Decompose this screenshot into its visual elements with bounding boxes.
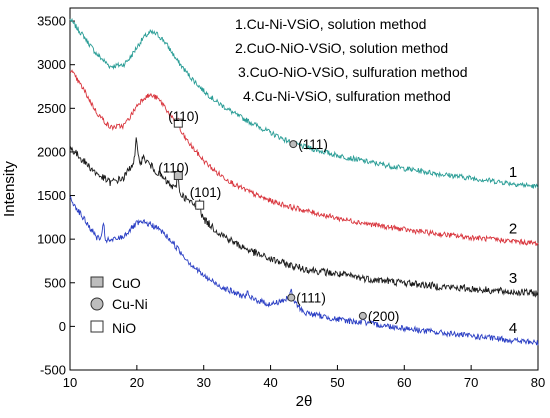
cu-ni-peak-marker (358, 311, 367, 320)
series-line-4 (69, 195, 539, 346)
x-tick-label: 50 (330, 375, 344, 390)
cu-ni-marker-icon (90, 297, 104, 311)
series-number-label: 4 (509, 320, 517, 337)
peak-label: (110) (158, 160, 189, 175)
x-axis-title: 2θ (296, 393, 313, 410)
series-legend: 1.Cu-Ni-VSiO, solution method 2.CuO-NiO-… (235, 16, 468, 104)
y-tick-label: 0 (59, 319, 66, 334)
peak-label: (110) (168, 109, 199, 124)
nio-peak-marker (173, 118, 183, 128)
cuo-peak-marker (173, 170, 183, 180)
y-tick-label: 1500 (37, 188, 66, 203)
peak-label: (101) (190, 185, 222, 200)
x-axis: 10 20 30 40 50 60 70 80 (63, 365, 545, 390)
series-line-2 (69, 69, 539, 246)
y-axis-title: Intensity (1, 161, 18, 217)
marker-legend-label-cuo: CuO (112, 275, 141, 291)
legend-entry-4: 4.Cu-Ni-VSiO, sulfuration method (243, 88, 451, 104)
peak-label: (111) (298, 137, 328, 152)
marker-legend-label-nio: NiO (112, 320, 136, 336)
series-line-1 (69, 17, 539, 189)
series-number-label: 2 (509, 221, 517, 238)
x-tick-label: 20 (130, 375, 144, 390)
x-tick-label: 10 (63, 375, 77, 390)
series-number-label: 3 (509, 270, 517, 287)
legend-entry-1: 1.Cu-Ni-VSiO, solution method (235, 16, 426, 32)
nio-marker-icon (90, 320, 104, 333)
y-axis: -500 0 500 1000 1500 2000 2500 3000 3500 (37, 14, 75, 378)
nio-peak-marker (195, 200, 205, 210)
plot-frame (69, 7, 539, 371)
x-tick-label: 60 (397, 375, 411, 390)
series-line-3 (69, 137, 539, 298)
marker-legend: CuO Cu-Ni NiO (90, 275, 148, 336)
y-tick-label: 3000 (37, 57, 66, 72)
x-tick-label: 30 (196, 375, 210, 390)
y-tick-label: 3500 (37, 14, 66, 29)
y-tick-label: 2500 (37, 101, 66, 116)
x-tick-label: 70 (464, 375, 478, 390)
cu-ni-peak-marker (287, 293, 296, 302)
y-tick-label: 1000 (37, 232, 66, 247)
marker-legend-label-cu-ni: Cu-Ni (112, 296, 148, 312)
cuo-marker-icon (90, 276, 104, 288)
legend-entry-3: 3.CuO-NiO-VSiO, sulfuration method (238, 64, 468, 80)
y-tick-label: 2000 (37, 144, 66, 159)
cu-ni-peak-marker (289, 140, 298, 149)
annotation-layer: (110)(111)(110)(101)(111)(200) (158, 109, 399, 324)
plot-area: 10 20 30 40 50 60 70 80 -500 0 500 1000 1500 2000 250… (37, 7, 545, 390)
y-tick-label: 500 (44, 275, 66, 290)
y-tick-label: -500 (40, 363, 66, 378)
legend-entry-2: 2.CuO-NiO-VSiO, solution method (235, 40, 448, 56)
series-number-label: 1 (509, 164, 517, 181)
x-tick-label: 80 (531, 375, 545, 390)
peak-label: (111) (296, 291, 326, 306)
peak-label: (200) (368, 309, 400, 324)
x-tick-label: 40 (263, 375, 277, 390)
series-layer: 1 2 3 4 (69, 17, 539, 346)
